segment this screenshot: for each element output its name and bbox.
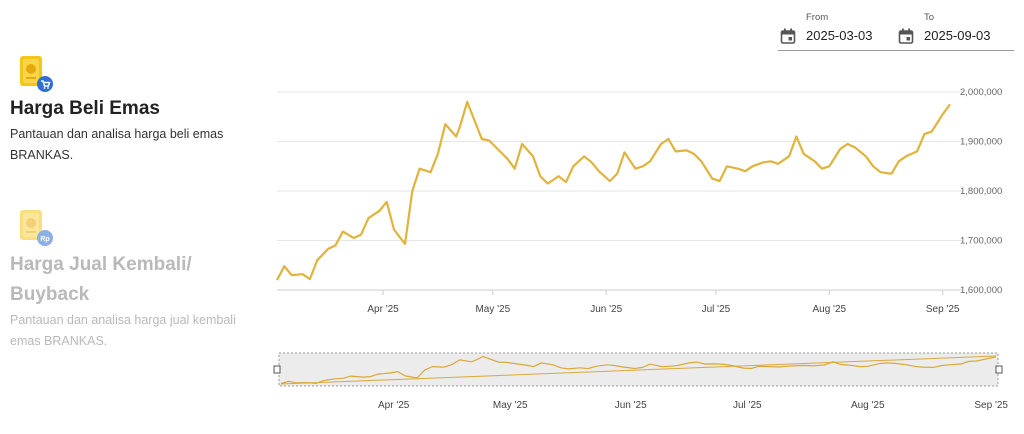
navigator-x-tick-label: Sep '25 — [974, 400, 1008, 411]
x-tick-label: Aug '25 — [812, 304, 846, 315]
sidebar-item-title: Harga Beli Emas — [10, 98, 160, 119]
range-navigator[interactable]: Apr '25 May '25 Jun '25 Jul '25 Aug '25 Sep '… — [273, 352, 1008, 411]
from-date-field[interactable]: From 2025-03-03 — [778, 12, 896, 51]
x-tick-label: Jun '25 — [590, 304, 622, 315]
x-tick-label: May '25 — [475, 304, 510, 315]
calendar-icon — [898, 28, 914, 49]
from-date-value: 2025-03-03 — [806, 28, 873, 43]
y-tick-label: 2,000,000 — [960, 87, 1002, 98]
chart-gridlines — [277, 91, 962, 291]
to-date-field[interactable]: To 2025-09-03 — [896, 12, 1014, 51]
to-date-label: To — [924, 12, 935, 23]
sidebar-item-harga-jual[interactable]: Rp Harga Jual Kembali/ Buyback Pantauan … — [10, 208, 260, 353]
navigator-x-tick-label: May '25 — [493, 400, 528, 411]
y-tick-label: 1,700,000 — [960, 236, 1002, 247]
navigator-left-handle[interactable] — [273, 365, 281, 374]
sidebar-item-title-line2: Buyback — [10, 284, 90, 305]
sidebar-item-title-line1: Harga Jual Kembali/ — [10, 254, 192, 275]
from-date-label: From — [806, 12, 829, 23]
calendar-icon — [780, 28, 796, 49]
y-tick-label: 1,600,000 — [960, 285, 1002, 296]
navigator-x-tick-label: Jun '25 — [615, 400, 647, 411]
x-tick-label: Apr '25 — [367, 304, 399, 315]
navigator-x-axis: Apr '25 May '25 Jun '25 Jul '25 Aug '25 Sep '… — [378, 400, 1008, 411]
navigator-x-tick-label: Jul '25 — [733, 400, 762, 411]
gold-cart-icon — [16, 54, 56, 94]
svg-text:Rp: Rp — [40, 236, 49, 243]
gold-rupiah-icon: Rp — [16, 208, 56, 248]
sidebar-item-harga-beli[interactable]: Harga Beli Emas Pantauan dan analisa har… — [10, 54, 260, 174]
price-series-line — [276, 100, 951, 281]
x-tick-label: Jul '25 — [702, 304, 731, 315]
navigator-right-handle[interactable] — [995, 365, 1003, 374]
x-tick-label: Sep '25 — [926, 304, 960, 315]
navigator-x-tick-label: Apr '25 — [378, 400, 410, 411]
navigator-series-line — [280, 355, 997, 385]
sidebar-item-description: Pantauan dan analisa harga jual kembali … — [10, 313, 236, 348]
y-axis: 2,000,000 1,900,000 1,800,000 1,700,000 1,60… — [960, 87, 1002, 296]
to-date-value: 2025-09-03 — [924, 28, 991, 43]
y-tick-label: 1,900,000 — [960, 137, 1002, 148]
sidebar-item-description: Pantauan dan analisa harga beli emas BRA… — [10, 127, 224, 162]
x-axis: Apr '25 May '25 Jun '25 Jul '25 Aug '25 Sep '… — [367, 290, 960, 315]
navigator-trend-line — [280, 355, 997, 385]
navigator-selected-range[interactable] — [278, 352, 999, 387]
navigator-x-tick-label: Aug '25 — [851, 400, 885, 411]
y-tick-label: 1,800,000 — [960, 186, 1002, 197]
